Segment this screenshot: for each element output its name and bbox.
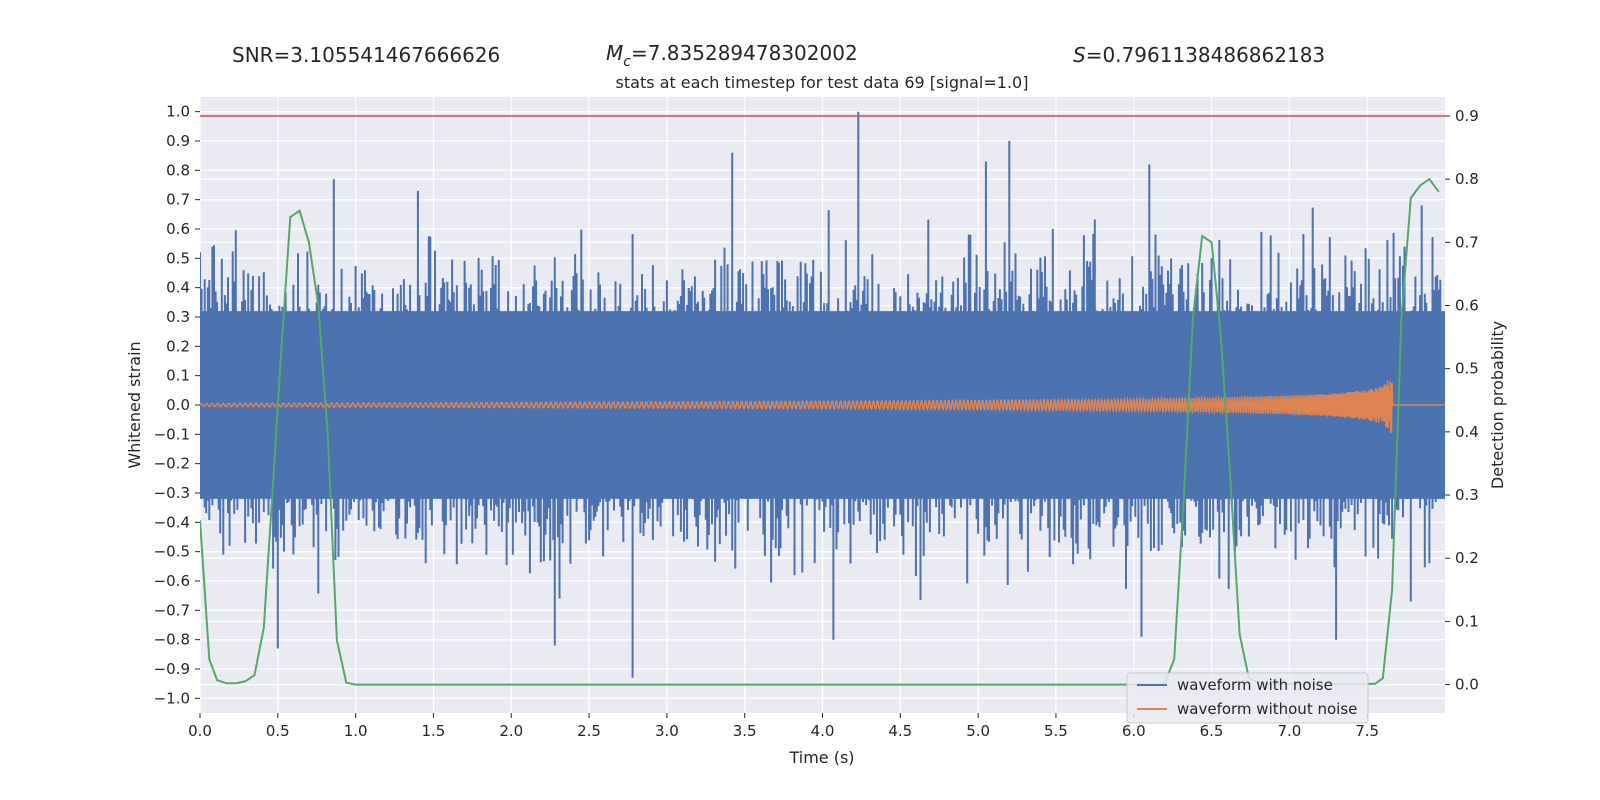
- chirp-mass-symbol: M: [606, 41, 623, 65]
- y-tick-label: −0.1: [154, 425, 190, 443]
- series-waveform-without-noise: [200, 380, 1445, 433]
- x-tick-label: 7.5: [1355, 722, 1379, 740]
- y-tick-label: −0.5: [154, 543, 190, 561]
- y-tick-label: 1.0: [166, 103, 190, 121]
- y2-tick-label: 0.4: [1455, 423, 1479, 441]
- x-tick-label: 4.0: [811, 722, 835, 740]
- y2-tick-label: 0.9: [1455, 107, 1479, 125]
- y2-axis-label: Detection probability: [1488, 321, 1507, 489]
- y-tick-label: 0.5: [166, 249, 190, 267]
- y2-tick-label: 0.3: [1455, 486, 1479, 504]
- y-tick-label: −0.7: [154, 601, 190, 619]
- y-axis-left: 1.0 0.9 0.8 0.7 0.6 0.5 0.4 0.3 0.2 0.1 0.0 −0.1 −0.…: [154, 103, 200, 707]
- y-tick-label: 0.0: [166, 396, 190, 414]
- y-tick-label: 0.1: [166, 367, 190, 385]
- chirp-mass-subscript: c: [623, 54, 631, 70]
- x-tick-label: 1.5: [422, 722, 446, 740]
- y-axis-label: Whitened strain: [125, 341, 144, 468]
- legend-label-noisy: waveform with noise: [1177, 676, 1333, 694]
- x-tick-label: 6.0: [1122, 722, 1146, 740]
- series-layer: [200, 111, 1445, 686]
- x-tick-label: 1.0: [344, 722, 368, 740]
- y2-tick-label: 0.2: [1455, 549, 1479, 567]
- y2-tick-label: 0.6: [1455, 296, 1479, 314]
- y-tick-label: 0.3: [166, 308, 190, 326]
- x-tick-label: 0.5: [266, 722, 290, 740]
- x-tick-label: 5.0: [966, 722, 990, 740]
- x-tick-label: 7.0: [1277, 722, 1301, 740]
- legend: waveform with noise waveform without noi…: [1126, 672, 1369, 724]
- x-tick-label: 2.0: [499, 722, 523, 740]
- x-tick-label: 3.0: [655, 722, 679, 740]
- y-axis-right: 0.9 0.8 0.7 0.6 0.5 0.4 0.3 0.2 0.1 0.0: [1445, 107, 1479, 694]
- legend-label-clean: waveform without noise: [1177, 700, 1357, 718]
- y-tick-label: −0.6: [154, 572, 190, 590]
- x-tick-label: 0.0: [188, 722, 212, 740]
- s-stat-symbol: S: [1073, 43, 1086, 67]
- y-tick-label: −0.9: [154, 660, 190, 678]
- x-tick-label: 4.5: [888, 722, 912, 740]
- x-axis-label: Time (s): [788, 748, 854, 767]
- x-tick-label: 5.5: [1044, 722, 1068, 740]
- y-tick-label: 0.4: [166, 279, 190, 297]
- chart-title: stats at each timestep for test data 69 …: [616, 73, 1029, 92]
- y-tick-label: −0.8: [154, 631, 190, 649]
- s-stat-label: S=0.7961138486862183: [1073, 43, 1325, 67]
- x-axis: 0.0 0.5 1.0 1.5 2.0 2.5 3.0 3.5 4.0 4.5 5.0 5.5 6.0 6…: [188, 713, 1379, 740]
- y-tick-label: 0.8: [166, 161, 190, 179]
- y-tick-label: −0.3: [154, 484, 190, 502]
- snr-label: SNR=3.105541467666626: [232, 43, 500, 67]
- y-tick-label: −1.0: [154, 689, 190, 707]
- chirp-mass-value: =7.835289478302002: [631, 41, 858, 65]
- y-tick-label: 0.7: [166, 191, 190, 209]
- chirp-mass-label: Mc=7.835289478302002: [606, 41, 858, 70]
- y-tick-label: 0.2: [166, 337, 190, 355]
- s-stat-value: =0.7961138486862183: [1086, 43, 1325, 67]
- x-tick-label: 6.5: [1200, 722, 1224, 740]
- x-tick-label: 3.5: [733, 722, 757, 740]
- y-tick-label: −0.2: [154, 455, 190, 473]
- y2-tick-label: 0.0: [1455, 676, 1479, 694]
- y2-tick-label: 0.5: [1455, 360, 1479, 378]
- y2-tick-label: 0.1: [1455, 612, 1479, 630]
- x-tick-label: 2.5: [577, 722, 601, 740]
- y-tick-label: −0.4: [154, 513, 190, 531]
- y2-tick-label: 0.7: [1455, 233, 1479, 251]
- y2-tick-label: 0.8: [1455, 170, 1479, 188]
- y-tick-label: 0.9: [166, 132, 190, 150]
- y-tick-label: 0.6: [166, 220, 190, 238]
- legend-box: [1126, 672, 1369, 724]
